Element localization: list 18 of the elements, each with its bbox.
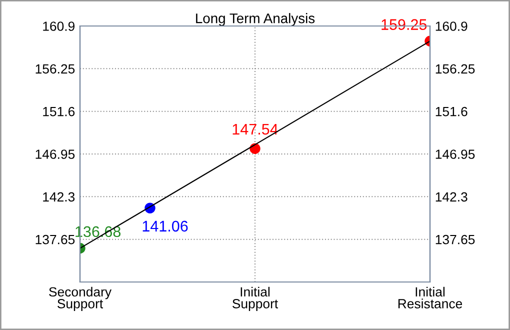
- y-tick-label: 151.6: [43, 106, 75, 116]
- x-tick-label: Initial Resistance: [398, 286, 462, 308]
- x-tick-label: Initial Support: [232, 286, 278, 311]
- y-tick-label: 142.3: [43, 192, 75, 202]
- y2-tick-label: 156.25: [436, 64, 475, 74]
- y-tick-label: 137.65: [36, 234, 75, 244]
- y2-tick-label: 137.65: [436, 234, 475, 244]
- chart-title: Long Term Analysis: [196, 13, 315, 26]
- data-label: 147.54: [232, 124, 278, 135]
- x-tick-label: Secondary Support: [49, 286, 112, 311]
- y2-tick-label: 142.3: [436, 192, 468, 202]
- y2-tick-label: 151.6: [436, 106, 468, 116]
- y2-tick-label: 160.9: [436, 22, 468, 31]
- data-label: 141.06: [142, 220, 188, 232]
- y-tick-label: 156.25: [36, 64, 75, 74]
- y-tick-label: 146.95: [36, 150, 75, 159]
- y-tick-label: 160.9: [43, 22, 75, 31]
- y2-tick-label: 146.95: [436, 150, 475, 159]
